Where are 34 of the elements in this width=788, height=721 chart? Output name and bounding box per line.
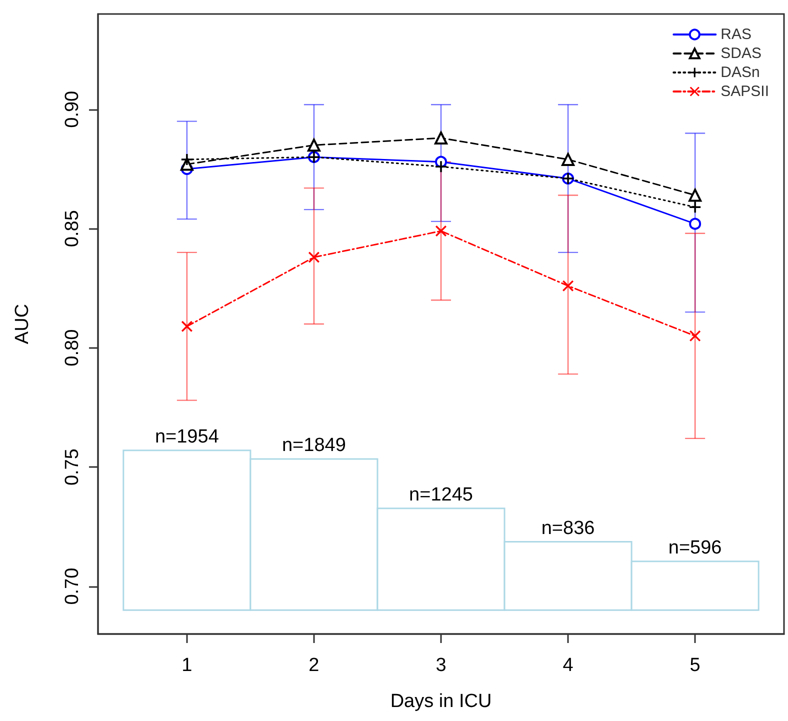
y-tick-label: 0.90	[62, 90, 83, 128]
data-label: n=836	[541, 518, 595, 539]
point	[689, 218, 702, 230]
x-axis-title: Days in ICU	[390, 691, 492, 712]
x-tick-label: 3	[436, 655, 446, 676]
legend-label: RAS	[720, 26, 752, 43]
point	[308, 252, 320, 263]
x-tick-label: 5	[690, 655, 700, 676]
point	[436, 226, 446, 236]
y-tick-label: 0.70	[62, 568, 83, 605]
x-tick-label: 4	[562, 655, 574, 676]
point	[562, 152, 575, 166]
legend-label: SAPSII	[720, 83, 770, 100]
y-tick-label: 0.75	[62, 448, 83, 486]
y-tick-label: 0.80	[62, 329, 83, 366]
y-tick-label: 0.85	[62, 210, 83, 248]
point	[436, 161, 446, 172]
point	[690, 330, 701, 342]
data-label: n=1849	[282, 434, 346, 456]
legend-label: SDAS	[720, 45, 762, 62]
data-label: n=1245	[409, 484, 473, 506]
y-axis-title: AUC	[12, 304, 33, 344]
data-label: n=596	[668, 537, 722, 558]
point	[307, 138, 320, 152]
legend-label: DASn	[720, 64, 760, 81]
data-label: n=1954	[154, 426, 220, 448]
point	[690, 202, 701, 213]
point	[434, 132, 448, 144]
point	[181, 320, 192, 332]
x-tick-label: 2	[308, 655, 320, 676]
x-tick-label: 1	[182, 655, 192, 676]
point	[688, 188, 702, 202]
point	[562, 280, 574, 292]
point	[181, 154, 192, 165]
